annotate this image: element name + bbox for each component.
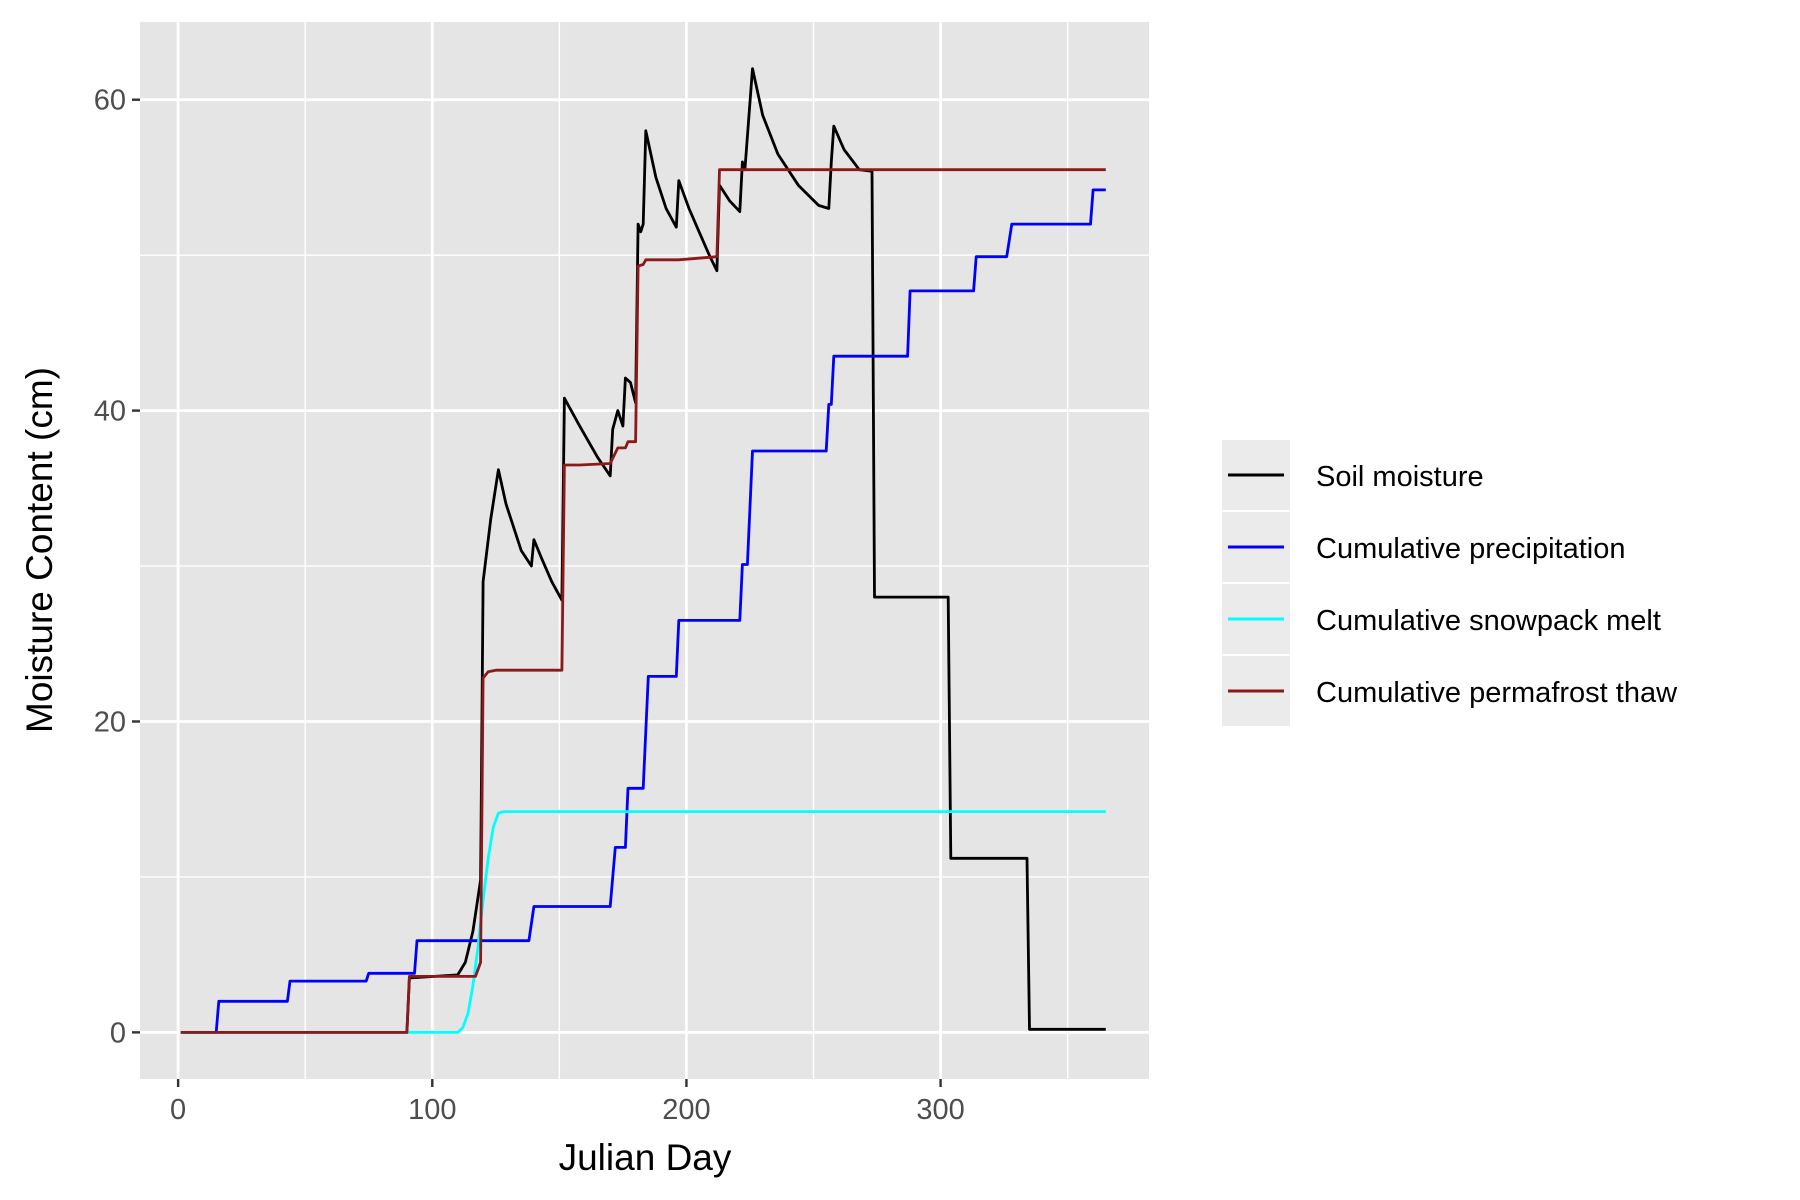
tick-labels: 0 100 200 300 0 20 40 60 (94, 85, 965, 1126)
grid-minor (140, 22, 1149, 1079)
y-tick-label: 40 (94, 396, 126, 428)
legend: Soil moisture Cumulative precipitation Cum… (1222, 440, 1678, 726)
series-line-1 (180, 188, 1106, 1034)
y-tick-label: 20 (94, 706, 126, 738)
grid-major (140, 22, 1149, 1079)
y-tick-label: 0 (110, 1017, 126, 1049)
x-tick-label: 200 (662, 1094, 710, 1126)
legend-label-0: Soil moisture (1316, 461, 1484, 493)
series-layer (180, 67, 1106, 1034)
legend-label-2: Cumulative snowpack melt (1316, 605, 1661, 637)
series-line-3 (180, 168, 1106, 1034)
y-tick-label: 60 (94, 85, 126, 117)
series-line-0 (180, 67, 1106, 1034)
x-axis-title: Julian Day (559, 1137, 732, 1178)
legend-label-1: Cumulative precipitation (1316, 533, 1625, 565)
x-tick-label: 300 (916, 1094, 964, 1126)
legend-label-3: Cumulative permafrost thaw (1316, 677, 1678, 709)
y-axis-title: Moisture Content (cm) (19, 367, 60, 733)
axis-ticks (132, 98, 942, 1087)
x-tick-label: 100 (408, 1094, 456, 1126)
x-tick-label: 0 (170, 1094, 186, 1126)
